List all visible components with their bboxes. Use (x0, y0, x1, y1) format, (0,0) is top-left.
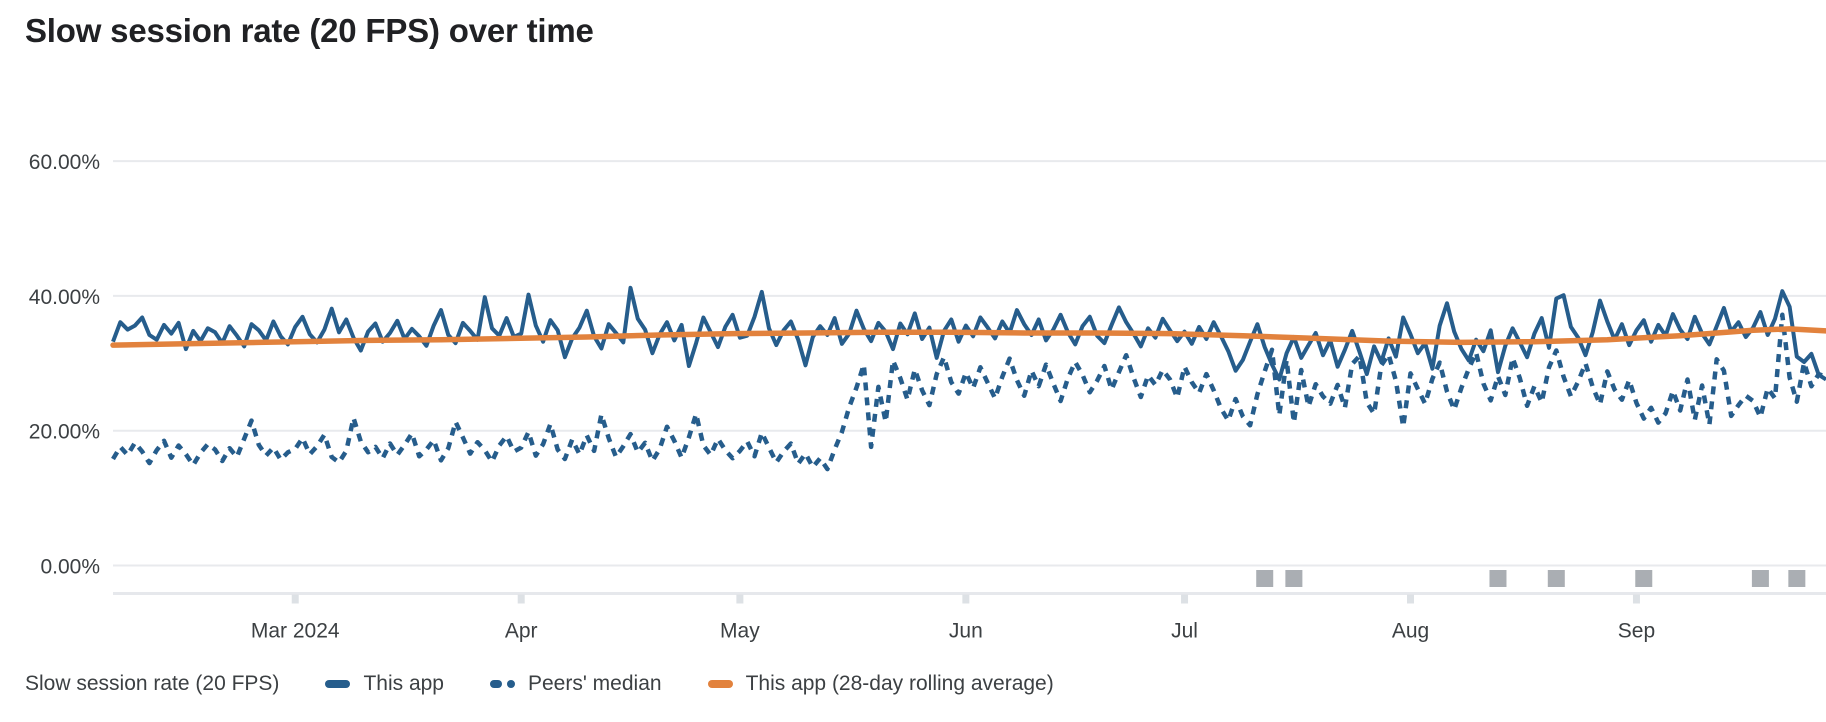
release-marker[interactable] (1751, 570, 1769, 587)
x-axis-tick-label: Jun (949, 620, 983, 643)
release-marker[interactable] (1489, 570, 1507, 587)
x-axis-tick-label: Mar 2024 (251, 620, 340, 643)
rolling-average-line-swatch-icon (707, 680, 733, 688)
y-axis-tick-label: 40.00% (29, 286, 100, 309)
y-axis-tick-label: 60.00% (29, 151, 100, 174)
x-axis-tick-label: Sep (1618, 620, 1655, 643)
x-axis-tick-label: Apr (505, 620, 538, 643)
release-marker[interactable] (1788, 570, 1806, 587)
series-line-rolling-average[interactable] (110, 326, 1826, 348)
release-marker[interactable] (1256, 570, 1274, 587)
legend-item-label: Peers' median (527, 672, 662, 695)
y-axis-tick-label: 0.00% (40, 556, 100, 579)
x-axis-tick-label: Aug (1392, 620, 1429, 643)
legend-item-label: This app (28-day rolling average) (745, 672, 1054, 695)
legend-item-label: This app (363, 672, 444, 695)
release-marker[interactable] (1635, 570, 1653, 587)
x-axis-tick-label: May (720, 620, 760, 643)
series-line-peers-median[interactable] (111, 312, 1826, 472)
legend-item-this-app: This app (325, 672, 444, 696)
peers-median-dashed-swatch-icon (489, 680, 515, 688)
chart-title: Slow session rate (20 FPS) over time (25, 12, 594, 49)
chart-legend: Slow session rate (20 FPS) This app Peer… (25, 672, 1054, 696)
this-app-line-swatch-icon (325, 680, 351, 688)
release-marker[interactable] (1285, 570, 1303, 587)
y-axis-tick-label: 20.00% (29, 421, 100, 444)
release-marker[interactable] (1547, 570, 1565, 587)
legend-item-rolling-average: This app (28-day rolling average) (707, 672, 1054, 696)
legend-item-peers-median: Peers' median (489, 672, 662, 696)
legend-axis-label: Slow session rate (20 FPS) (25, 672, 280, 695)
x-axis-tick-label: Jul (1171, 620, 1198, 643)
